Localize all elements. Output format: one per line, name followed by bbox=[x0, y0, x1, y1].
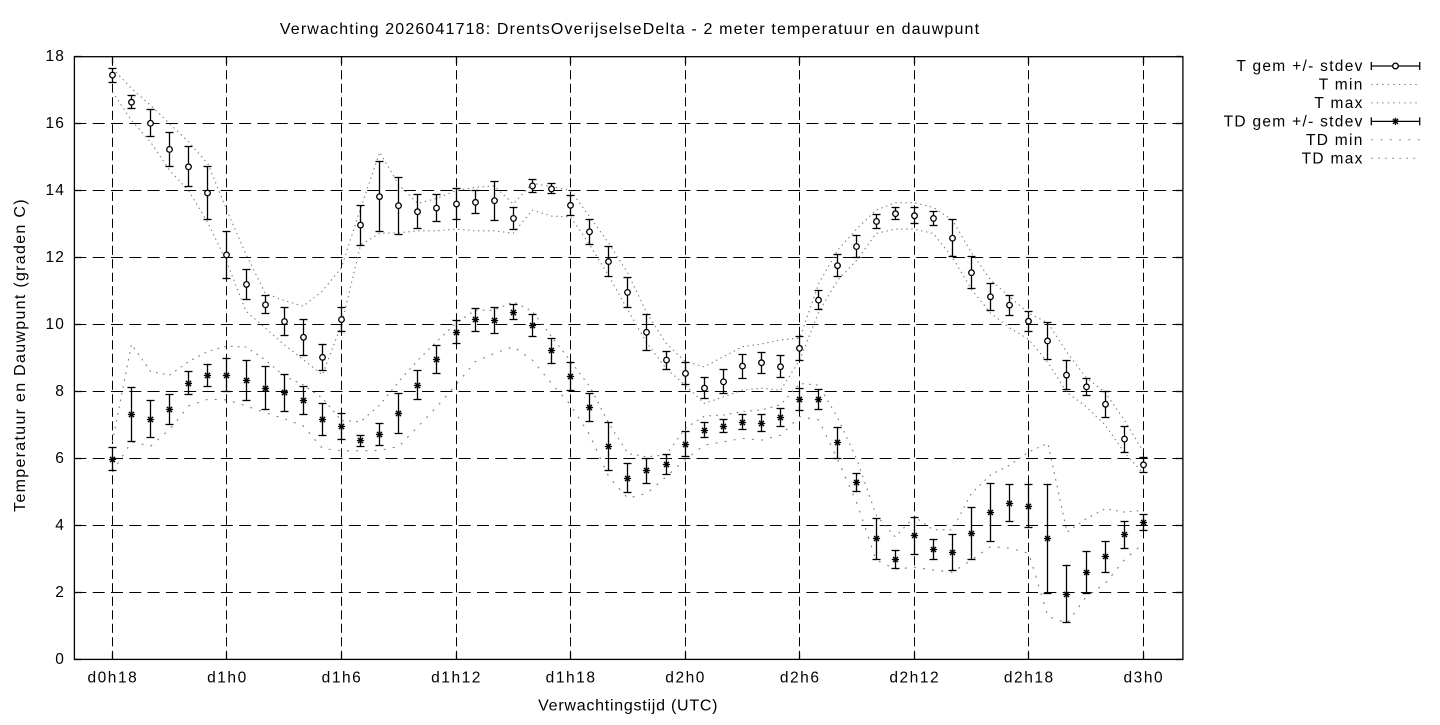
svg-text:TD max: TD max bbox=[1302, 150, 1364, 167]
svg-text:14: 14 bbox=[45, 182, 65, 199]
svg-text:d2h12: d2h12 bbox=[889, 670, 940, 687]
svg-text:TD min: TD min bbox=[1306, 132, 1364, 149]
svg-text:16: 16 bbox=[45, 115, 65, 132]
svg-text:d1h6: d1h6 bbox=[322, 670, 363, 687]
svg-text:d2h6: d2h6 bbox=[780, 670, 821, 687]
svg-text:d0h18: d0h18 bbox=[87, 670, 138, 687]
svg-text:2: 2 bbox=[55, 584, 65, 601]
svg-text:12: 12 bbox=[45, 249, 65, 266]
svg-text:18: 18 bbox=[45, 48, 65, 65]
svg-text:T min: T min bbox=[1319, 77, 1364, 94]
svg-text:8: 8 bbox=[55, 383, 65, 400]
svg-text:T max: T max bbox=[1314, 95, 1363, 112]
svg-text:Temperatuur en Dauwpunt (grade: Temperatuur en Dauwpunt (graden C) bbox=[12, 198, 29, 512]
svg-text:T gem +/- stdev: T gem +/- stdev bbox=[1236, 58, 1363, 75]
svg-text:4: 4 bbox=[55, 517, 65, 534]
svg-text:6: 6 bbox=[55, 450, 65, 467]
svg-text:10: 10 bbox=[45, 316, 65, 333]
svg-text:d3h0: d3h0 bbox=[1124, 670, 1165, 687]
svg-text:d1h18: d1h18 bbox=[546, 670, 597, 687]
svg-text:d1h12: d1h12 bbox=[431, 670, 482, 687]
svg-text:Verwachting 2026041718: Drents: Verwachting 2026041718: DrentsOverijsels… bbox=[280, 21, 980, 38]
svg-text:Verwachtingstijd (UTC): Verwachtingstijd (UTC) bbox=[538, 698, 718, 715]
svg-text:TD gem +/- stdev: TD gem +/- stdev bbox=[1224, 114, 1364, 131]
svg-text:d1h0: d1h0 bbox=[207, 670, 248, 687]
svg-text:d2h18: d2h18 bbox=[1004, 670, 1055, 687]
svg-text:0: 0 bbox=[55, 651, 65, 668]
svg-text:d2h0: d2h0 bbox=[665, 670, 706, 687]
